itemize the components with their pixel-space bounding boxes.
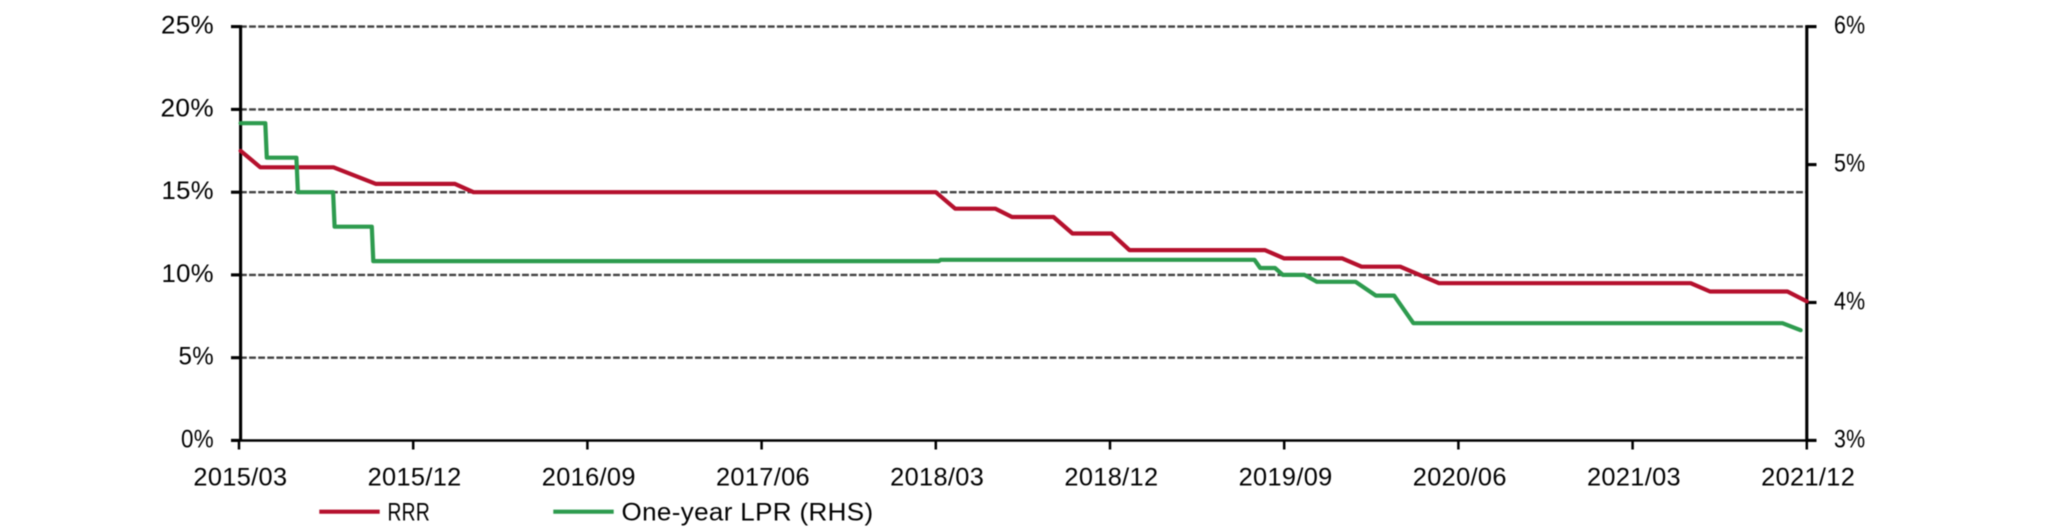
svg-text:2020/06: 2020/06 (1413, 464, 1507, 492)
svg-text:2021/03: 2021/03 (1587, 464, 1681, 492)
svg-text:3%: 3% (1834, 425, 1866, 453)
svg-text:2018/03: 2018/03 (890, 464, 984, 492)
svg-text:15%: 15% (162, 177, 215, 205)
svg-text:One-year LPR (RHS): One-year LPR (RHS) (622, 499, 874, 527)
svg-text:2019/09: 2019/09 (1239, 464, 1333, 492)
svg-text:20%: 20% (161, 94, 215, 122)
svg-text:2021/12: 2021/12 (1761, 464, 1855, 492)
svg-text:2015/12: 2015/12 (368, 464, 462, 492)
svg-text:2015/03: 2015/03 (193, 464, 287, 492)
svg-text:RRR: RRR (388, 499, 431, 527)
svg-text:10%: 10% (162, 260, 215, 288)
svg-text:25%: 25% (161, 12, 214, 40)
svg-text:2016/09: 2016/09 (542, 464, 636, 492)
svg-text:6%: 6% (1834, 12, 1866, 40)
svg-text:5%: 5% (1834, 150, 1866, 178)
svg-text:5%: 5% (179, 343, 215, 371)
svg-text:0%: 0% (181, 425, 214, 453)
svg-text:2017/06: 2017/06 (716, 464, 810, 492)
svg-text:2018/12: 2018/12 (1064, 464, 1158, 492)
svg-text:4%: 4% (1834, 287, 1866, 315)
